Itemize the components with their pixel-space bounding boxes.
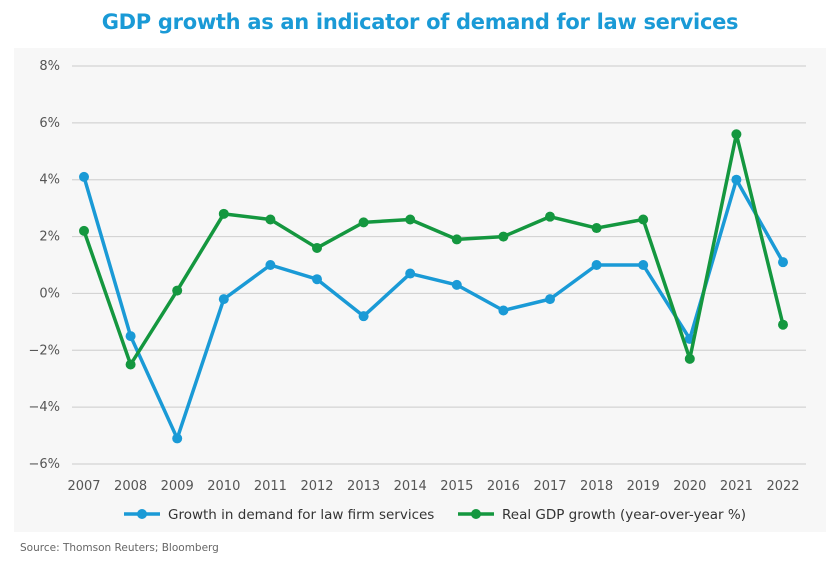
y-tick-label: −2%	[28, 343, 60, 358]
x-tick-label: 2013	[347, 479, 380, 494]
data-point	[312, 274, 322, 285]
series-line-0	[82, 176, 785, 441]
chart-panel	[14, 48, 826, 532]
x-tick-label: 2021	[720, 479, 753, 494]
data-point	[591, 223, 602, 234]
x-tick-label: 2017	[533, 479, 566, 494]
legend-swatch-marker	[137, 509, 147, 519]
x-tick-label: 2014	[394, 479, 427, 494]
y-tick-label: 0%	[39, 286, 60, 301]
data-point	[778, 257, 788, 268]
data-point	[79, 171, 89, 182]
legend-label: Real GDP growth (year-over-year %)	[502, 507, 746, 523]
data-point	[125, 359, 136, 370]
y-tick-label: −4%	[28, 400, 60, 415]
data-point	[731, 174, 742, 185]
y-tick-label: 2%	[39, 230, 60, 245]
data-point	[638, 260, 649, 270]
data-point	[731, 129, 742, 140]
chart-title: GDP growth as an indicator of demand for…	[101, 10, 739, 34]
data-point	[684, 353, 695, 364]
source-note: Source: Thomson Reuters; Bloomberg	[20, 542, 219, 554]
data-point	[451, 234, 462, 245]
data-point	[591, 260, 602, 270]
data-point	[312, 242, 322, 253]
x-tick-label: 2018	[580, 479, 613, 494]
legend-label: Growth in demand for law firm services	[168, 507, 434, 523]
x-tick-label: 2007	[67, 479, 100, 494]
data-point	[218, 208, 229, 219]
y-tick-label: 8%	[39, 59, 60, 74]
data-point	[172, 285, 183, 296]
x-tick-label: 2011	[254, 479, 287, 494]
data-point	[125, 331, 136, 342]
legend-swatch-marker	[471, 509, 481, 519]
y-tick-label: −6%	[28, 457, 60, 472]
data-point	[405, 268, 416, 279]
data-point	[358, 311, 369, 322]
x-tick-label: 2016	[487, 479, 520, 494]
data-point	[498, 305, 509, 316]
x-tick-label: 2008	[114, 479, 147, 494]
data-point	[265, 214, 276, 225]
data-point	[638, 214, 649, 225]
x-tick-label: 2022	[766, 479, 799, 494]
x-tick-label: 2010	[207, 479, 240, 494]
x-tick-label: 2020	[673, 479, 706, 494]
y-tick-label: 4%	[39, 173, 60, 188]
data-point	[358, 217, 369, 228]
data-point	[778, 319, 788, 330]
data-point	[451, 279, 462, 290]
x-tick-label: 2009	[161, 479, 194, 494]
series-line-1	[82, 132, 785, 367]
x-tick-label: 2012	[300, 479, 333, 494]
data-point	[545, 294, 555, 305]
data-point	[218, 294, 229, 305]
x-tick-label: 2019	[627, 479, 660, 494]
data-point	[498, 231, 509, 242]
data-point	[405, 214, 416, 225]
data-point	[79, 225, 89, 236]
y-tick-label: 6%	[39, 116, 60, 131]
data-point	[265, 260, 276, 270]
data-point	[545, 211, 555, 222]
x-tick-label: 2015	[440, 479, 473, 494]
data-point	[172, 433, 183, 444]
